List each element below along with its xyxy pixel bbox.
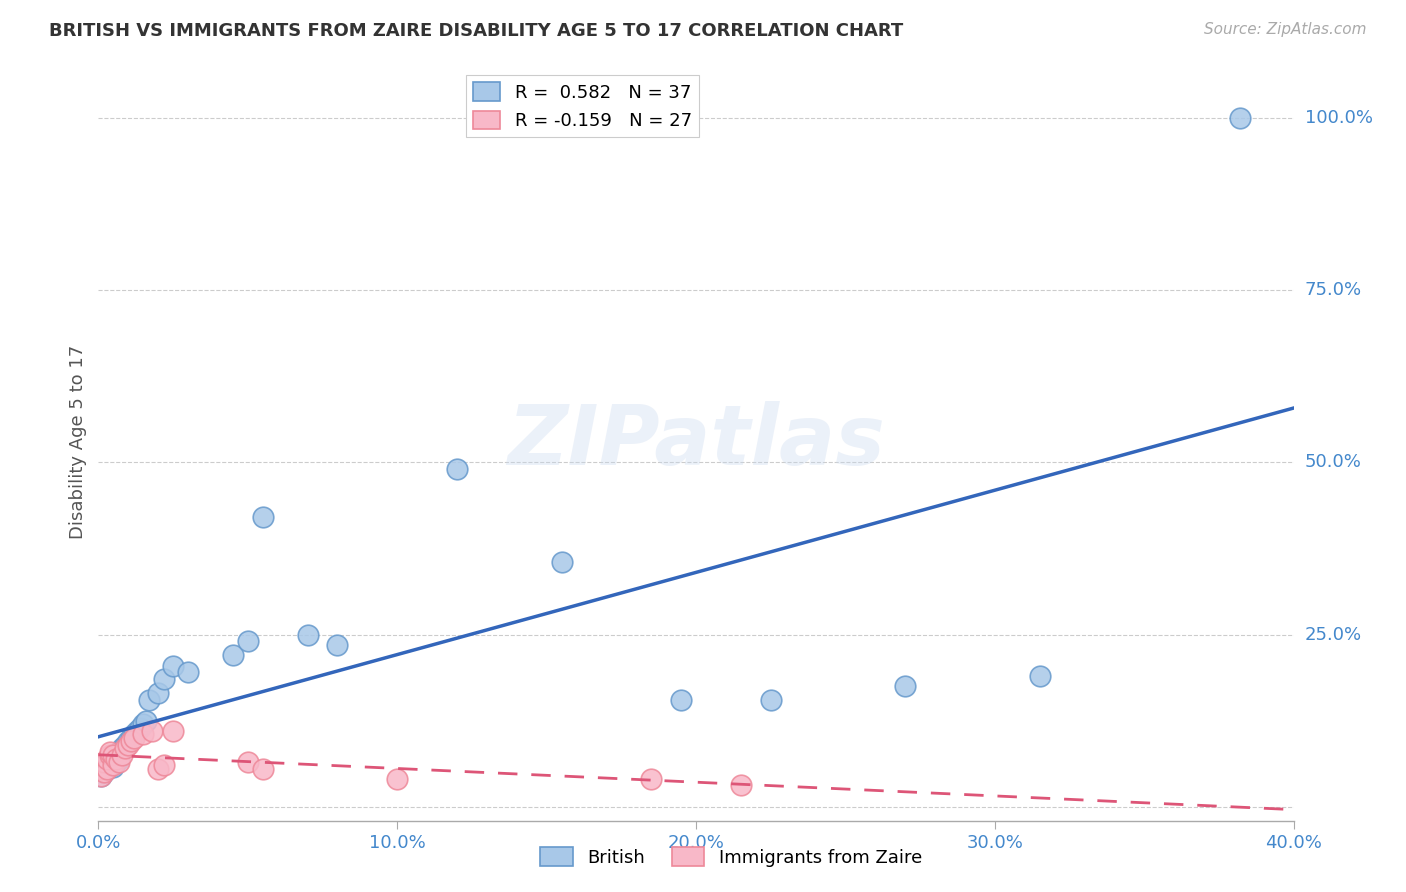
Y-axis label: Disability Age 5 to 17: Disability Age 5 to 17 (69, 344, 87, 539)
Point (138, 693, 160, 707)
Point (93, 755, 115, 769)
Point (93, 765, 115, 780)
Text: ZIPatlas: ZIPatlas (508, 401, 884, 482)
Point (669, 693, 692, 707)
Point (96, 762, 118, 776)
Point (120, 734, 142, 748)
Point (90, 769, 112, 783)
Point (117, 738, 139, 752)
Point (108, 751, 131, 765)
Point (236, 755, 259, 769)
Point (105, 751, 128, 765)
Point (326, 638, 349, 652)
Point (98, 745, 122, 759)
Point (117, 734, 139, 748)
Point (105, 755, 128, 769)
Point (640, 772, 662, 787)
Point (162, 724, 184, 739)
Point (236, 634, 259, 648)
Point (114, 741, 136, 756)
Point (730, 778, 752, 792)
Point (153, 673, 176, 687)
Point (385, 772, 409, 787)
Point (108, 755, 131, 769)
Text: 25.0%: 25.0% (1305, 625, 1362, 643)
Point (98, 757, 122, 772)
Text: 100.0%: 100.0% (1305, 109, 1372, 127)
Point (108, 745, 131, 759)
Point (96, 751, 118, 765)
Point (177, 665, 200, 680)
Point (132, 717, 155, 731)
Point (550, 555, 572, 569)
Point (124, 731, 146, 745)
Point (141, 724, 163, 739)
Point (759, 693, 782, 707)
Text: BRITISH VS IMMIGRANTS FROM ZAIRE DISABILITY AGE 5 TO 17 CORRELATION CHART: BRITISH VS IMMIGRANTS FROM ZAIRE DISABIL… (49, 22, 904, 40)
Point (1229, 111, 1251, 125)
Point (103, 748, 125, 763)
Point (111, 741, 134, 756)
Text: 75.0%: 75.0% (1305, 281, 1362, 299)
Point (222, 648, 245, 663)
Point (446, 462, 468, 476)
Point (96, 753, 118, 767)
Point (96, 762, 118, 776)
Point (114, 738, 136, 752)
Point (148, 762, 170, 776)
Point (98, 748, 122, 763)
Legend: R =  0.582   N = 37, R = -0.159   N = 27: R = 0.582 N = 37, R = -0.159 N = 27 (465, 75, 699, 137)
Point (153, 758, 176, 772)
Point (894, 679, 917, 693)
Text: 50.0%: 50.0% (1305, 453, 1361, 471)
Point (252, 510, 274, 524)
Point (162, 658, 184, 673)
Point (93, 758, 115, 772)
Point (90, 762, 112, 776)
Point (129, 721, 152, 735)
Point (103, 750, 125, 764)
Point (124, 727, 146, 741)
Point (297, 627, 319, 641)
Point (93, 765, 115, 780)
Point (103, 758, 125, 772)
Point (103, 760, 125, 774)
Point (132, 727, 155, 741)
Text: Source: ZipAtlas.com: Source: ZipAtlas.com (1204, 22, 1367, 37)
Point (90, 769, 112, 783)
Point (252, 762, 274, 776)
Point (127, 724, 149, 739)
Legend: British, Immigrants from Zaire: British, Immigrants from Zaire (533, 840, 929, 874)
Point (111, 748, 134, 763)
Point (120, 731, 142, 745)
Point (135, 714, 157, 728)
Point (1028, 669, 1050, 683)
Point (148, 686, 170, 700)
